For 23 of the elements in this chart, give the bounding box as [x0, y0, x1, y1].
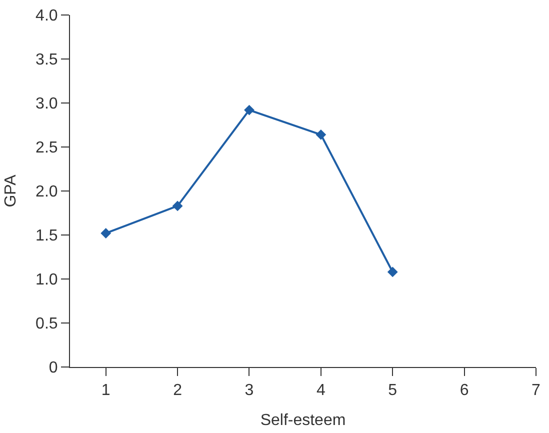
y-tick-label: 3.0 [36, 96, 58, 113]
y-tick-label: 3.5 [36, 52, 58, 69]
point [387, 266, 398, 278]
x-tick-label: 7 [532, 382, 541, 400]
y-tick-label: 4.0 [36, 8, 58, 25]
y-tick-label: 0 [48, 360, 58, 377]
x-tick-label: 2 [173, 382, 182, 400]
y-tick-label: 1.0 [36, 272, 58, 289]
y-tick-label: 0.5 [36, 316, 58, 333]
y-tick-label: 2.0 [36, 184, 58, 201]
point [316, 129, 326, 140]
y-tick-label: 2.5 [36, 140, 58, 157]
point [244, 104, 254, 116]
point [172, 200, 183, 212]
y-tick-label: 1.5 [36, 228, 58, 245]
x-axis-title: Self-esteem [260, 412, 346, 429]
point [100, 228, 112, 238]
x-tick-label: 3 [244, 382, 254, 400]
x-tick-label: 4 [316, 382, 326, 400]
x-tick-label: 6 [460, 382, 469, 400]
x-tick-label: 5 [388, 382, 398, 400]
x-tick-label: 1 [101, 382, 110, 400]
y-axis-title: GPA [2, 174, 20, 208]
